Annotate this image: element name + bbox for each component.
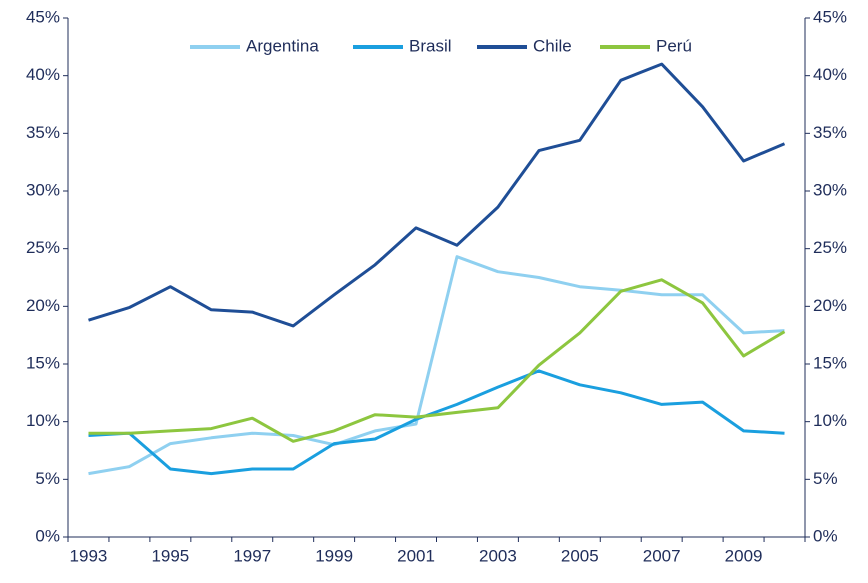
legend-label: Perú [656, 36, 692, 55]
y-tick-label: 30% [26, 180, 60, 199]
series-line [88, 255, 785, 476]
x-tick-label: 2005 [561, 546, 599, 565]
x-tick-label: 1999 [315, 546, 353, 565]
y2-tick-label: 45% [813, 7, 847, 26]
y2-tick-label: 35% [813, 123, 847, 142]
legend-label: Argentina [246, 36, 319, 55]
y-tick-label: 0% [35, 526, 60, 545]
y-tick-label: 10% [26, 411, 60, 430]
y-tick-label: 25% [26, 238, 60, 257]
x-tick-label: 2003 [479, 546, 517, 565]
y-tick-label: 15% [26, 353, 60, 372]
legend-label: Chile [533, 36, 572, 55]
x-tick-label: 1997 [233, 546, 271, 565]
y2-tick-label: 20% [813, 296, 847, 315]
y-tick-label: 35% [26, 123, 60, 142]
x-tick-label: 2007 [643, 546, 681, 565]
x-tick-label: 2001 [397, 546, 435, 565]
y-tick-label: 20% [26, 296, 60, 315]
series-line [88, 278, 786, 443]
series-line [88, 62, 786, 328]
y2-tick-label: 15% [813, 353, 847, 372]
y2-tick-label: 0% [813, 526, 838, 545]
y2-tick-label: 5% [813, 469, 838, 488]
y2-tick-label: 30% [813, 180, 847, 199]
series-line [88, 369, 785, 476]
legend-label: Brasil [409, 36, 452, 55]
y2-tick-label: 10% [813, 411, 847, 430]
y2-tick-label: 25% [813, 238, 847, 257]
y-tick-label: 40% [26, 65, 60, 84]
x-tick-label: 1995 [151, 546, 189, 565]
y-tick-label: 45% [26, 7, 60, 26]
x-tick-label: 2009 [725, 546, 763, 565]
y2-tick-label: 40% [813, 65, 847, 84]
x-tick-label: 1993 [70, 546, 108, 565]
y-tick-label: 5% [35, 469, 60, 488]
